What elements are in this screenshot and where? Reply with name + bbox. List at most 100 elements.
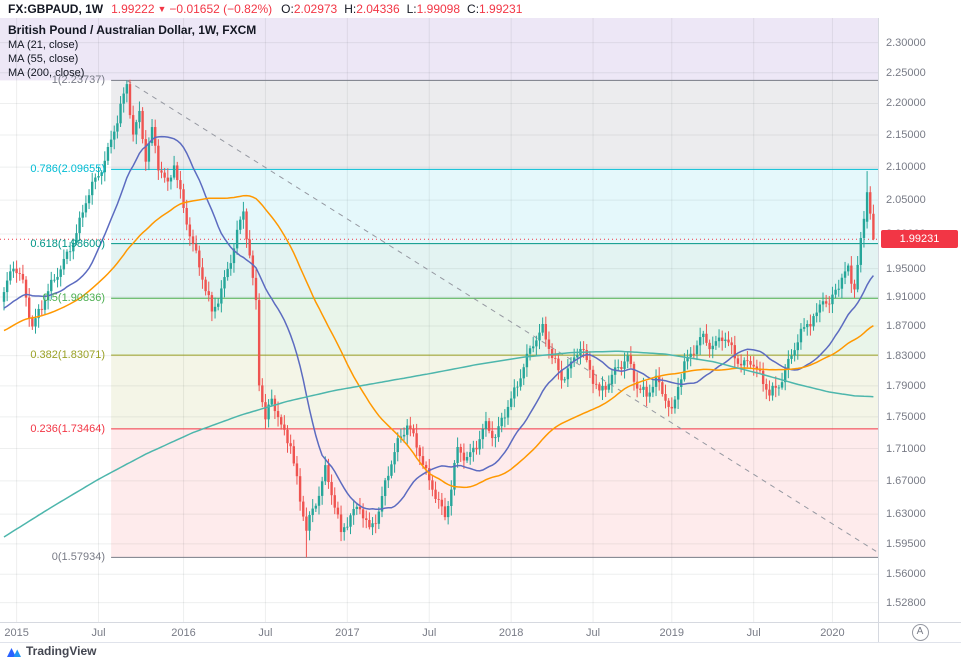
- candle-body: [453, 462, 456, 490]
- candle-body: [320, 481, 324, 496]
- candle-body: [569, 361, 573, 369]
- price-tick-label: 1.63000: [886, 508, 926, 521]
- candle-body: [220, 288, 223, 304]
- candle-body: [81, 212, 84, 218]
- ma-line-55: [3, 194, 874, 489]
- candle-body: [24, 279, 28, 298]
- candle-body: [749, 361, 752, 365]
- time-tick-label: 2020: [820, 627, 845, 639]
- candle-body: [163, 172, 166, 178]
- candle-body: [856, 264, 859, 290]
- legend-symbol-title[interactable]: British Pound / Australian Dollar, 1W, F…: [8, 23, 257, 37]
- candle-body: [97, 176, 100, 178]
- candle-body: [251, 255, 255, 278]
- candle-body: [491, 430, 494, 439]
- candle-body: [213, 306, 217, 312]
- candle-body: [169, 177, 173, 182]
- legend-ma200[interactable]: MA (200, close): [8, 67, 85, 79]
- candle-body: [673, 399, 677, 409]
- candle-body: [724, 339, 727, 341]
- candle-body: [223, 277, 226, 289]
- close-value: C:1.99231: [467, 2, 523, 16]
- legend-ma55[interactable]: MA (55, close): [8, 53, 79, 65]
- candle-body: [264, 402, 267, 420]
- ma-line-200: [3, 350, 874, 538]
- time-tick-label: 2015: [4, 627, 29, 639]
- chart-plot-area[interactable]: 1(2.23737) 0.786(2.09655) 0.618(1.98600) 0.…: [0, 18, 878, 622]
- candle-body: [872, 213, 875, 240]
- candle-body: [535, 340, 538, 347]
- candle-body: [774, 385, 777, 388]
- time-tick-label: 2016: [171, 627, 196, 639]
- candle-body: [661, 382, 664, 395]
- candle-body: [100, 172, 103, 177]
- price-axis[interactable]: 1.99231 2.30000 2.25000 2.20000 2.15000 2.10…: [878, 18, 961, 622]
- candle-body: [544, 324, 547, 340]
- candle-body: [717, 337, 721, 342]
- candle-body: [664, 394, 667, 401]
- candle-body: [667, 400, 670, 407]
- candle-body: [113, 131, 116, 140]
- candle-body: [522, 367, 525, 379]
- candle-body: [642, 386, 645, 390]
- candle-body: [513, 387, 516, 399]
- candle-body: [450, 489, 453, 507]
- candle-body: [554, 358, 557, 359]
- candle-body: [150, 127, 154, 144]
- tradingview-brand[interactable]: TradingView: [26, 644, 97, 658]
- fib-band: [0, 18, 878, 81]
- candle-body: [456, 447, 459, 463]
- candle-body: [815, 312, 818, 317]
- candle-body: [94, 177, 97, 182]
- price-tick-label: 1.87000: [886, 320, 926, 333]
- candle-body: [317, 495, 321, 506]
- candle-body: [78, 217, 81, 234]
- price-tick-label: 1.75000: [886, 410, 926, 423]
- candle-body: [683, 361, 686, 380]
- candle-body: [459, 447, 462, 453]
- candle-body: [311, 508, 314, 516]
- candle-body: [765, 384, 768, 390]
- candle-body: [135, 122, 138, 135]
- candle-body: [245, 211, 248, 240]
- time-tick-label: Jul: [746, 627, 761, 639]
- time-tick-label: Jul: [422, 627, 437, 639]
- candle-body: [141, 110, 144, 140]
- legend-ma21[interactable]: MA (21, close): [8, 39, 79, 51]
- candle-body: [702, 333, 705, 338]
- price-tick-label: 1.95000: [886, 262, 926, 275]
- candle-body: [380, 496, 384, 512]
- candle-body: [639, 388, 642, 390]
- candle-body: [843, 271, 847, 278]
- candle-body: [365, 518, 368, 520]
- candle-body: [40, 308, 43, 310]
- candle-body: [402, 434, 406, 437]
- auto-scale-button[interactable]: A: [911, 624, 929, 641]
- candle-body: [188, 224, 192, 237]
- chart-legend: British Pound / Australian Dollar, 1W, F…: [8, 22, 256, 80]
- candle-body: [532, 346, 535, 349]
- time-axis[interactable]: 2015 Jul 2016 Jul 2017 Jul 2018 Jul 2019 Jul 2020: [0, 622, 878, 642]
- candle-body: [198, 250, 201, 268]
- candle-body: [267, 404, 270, 420]
- candle-body: [793, 350, 796, 356]
- symbol-title[interactable]: FX:GBPAUD, 1W: [8, 2, 104, 16]
- tradingview-logo-icon[interactable]: [6, 644, 22, 658]
- fib-band: [111, 169, 878, 244]
- candle-body: [777, 387, 781, 389]
- candle-body: [18, 273, 21, 274]
- candle-body: [528, 348, 532, 354]
- candle-body: [780, 382, 784, 388]
- ohlc-status-bar: FX:GBPAUD, 1W 1.99222 ▼ −0.01652 (−0.82%…: [0, 0, 961, 18]
- candle-body: [5, 280, 9, 293]
- candle-body: [396, 438, 399, 453]
- candle-body: [339, 514, 343, 533]
- candle-body: [645, 386, 648, 397]
- candle-body: [217, 303, 220, 307]
- time-tick-label: Jul: [586, 627, 601, 639]
- price-tick-label: 2.15000: [886, 128, 926, 141]
- candle-body: [607, 384, 610, 390]
- candle-body: [128, 84, 132, 116]
- candle-body: [821, 301, 825, 305]
- candle-body: [147, 143, 151, 162]
